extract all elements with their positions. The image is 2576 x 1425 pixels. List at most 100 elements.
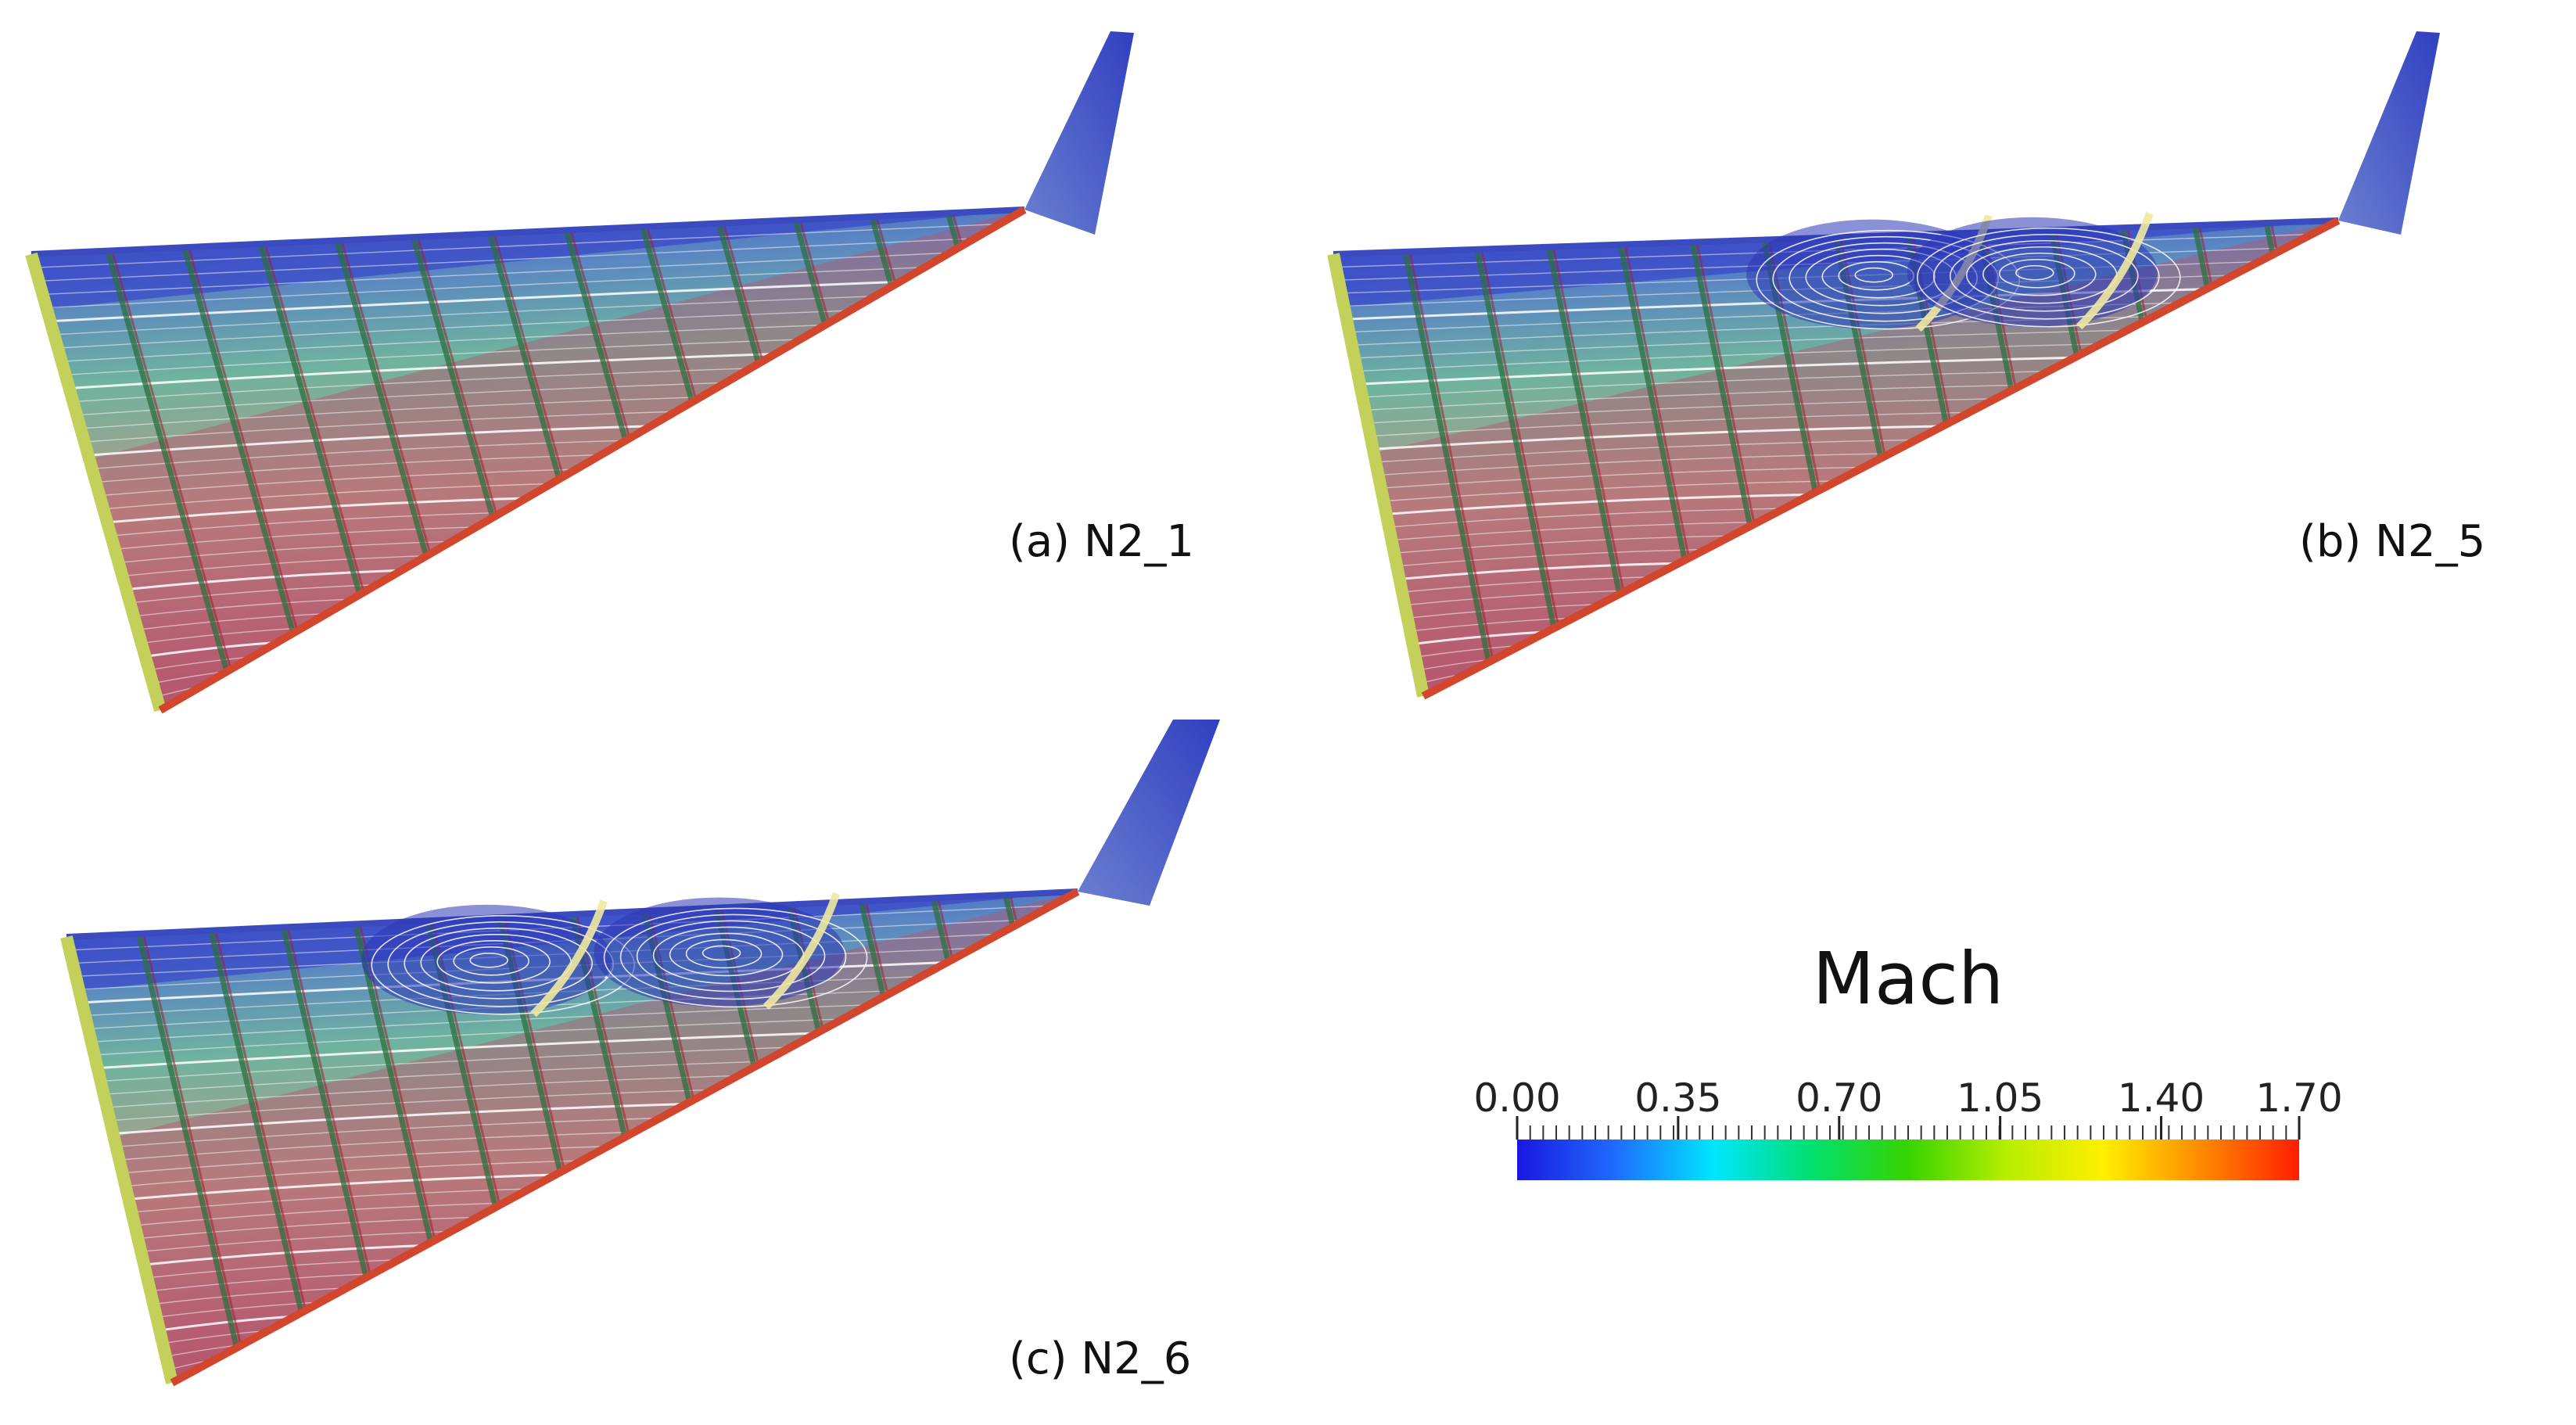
colorbar-legend: Mach 0.00 0.35 0.70 1.05 1.40 1.70 (1455, 915, 2362, 1212)
caption-c: (c) N2_6 (1009, 1333, 1192, 1384)
wing-rib (1617, 244, 1688, 561)
wing-rib (2263, 222, 2276, 256)
wing-rib-shadow (722, 223, 765, 364)
wing-rib (716, 222, 762, 364)
streamline (109, 1089, 712, 1122)
wing-rib-shadow (569, 229, 632, 441)
leading-edge (66, 888, 1078, 940)
wing-rib-shadow (142, 933, 243, 1348)
leading-edge (30, 206, 1025, 257)
winglet (1078, 720, 1220, 906)
wing-rib-shadow (1480, 249, 1560, 629)
streamline (73, 368, 751, 403)
streamline (50, 280, 900, 323)
shock-line (530, 899, 608, 1018)
trailing-edge (1421, 217, 2341, 700)
wing-rib (280, 926, 369, 1279)
streamline (103, 1061, 765, 1095)
streamline (122, 1146, 608, 1174)
wing-rib (135, 933, 240, 1348)
vortex-streamline (603, 907, 868, 1008)
wing-rib (640, 225, 695, 404)
streamline (114, 526, 477, 550)
streamline (153, 1287, 347, 1305)
wing-rib (858, 900, 887, 998)
wing-rib (792, 219, 828, 326)
wing-rib-shadow (2197, 224, 2214, 289)
root-edge (1327, 253, 1430, 698)
wing-rib (1545, 246, 1623, 595)
streamline (77, 382, 726, 416)
wing-rib-shadow (493, 233, 565, 480)
root-edge (60, 935, 178, 1384)
winglet (2338, 31, 2440, 235)
colorbar-tick-label: 1.70 (2255, 1075, 2342, 1121)
caption-b: (b) N2_5 (2299, 516, 2486, 567)
vortex-streamline (1998, 258, 2076, 289)
wing-rib-shadow (286, 927, 372, 1278)
streamline (141, 1230, 451, 1253)
wing-visualization-a (25, 31, 1134, 714)
vortex-streamline (636, 920, 826, 992)
streamline (1388, 508, 1785, 528)
streamline (94, 1018, 843, 1056)
wing-rib (1474, 249, 1557, 629)
wing-rib-shadow (1623, 244, 1691, 561)
colorbar-tick-label: 0.00 (1473, 1075, 1560, 1121)
streamline (131, 1188, 530, 1213)
wing-rib (105, 249, 230, 673)
streamline (1383, 480, 1838, 502)
streamline (1380, 466, 1864, 489)
streamline (133, 598, 353, 617)
shock-line (2076, 212, 2154, 330)
vortex-streamline (2015, 264, 2054, 281)
streamline (54, 295, 875, 336)
streamline (95, 454, 601, 483)
panel-c (0, 704, 1267, 1425)
streamline (135, 1202, 504, 1226)
streamline (1397, 548, 1706, 567)
wing-rib (1689, 241, 1753, 527)
colorbar-svg: 0.00 0.35 0.70 1.05 1.40 1.70 (1473, 1075, 2343, 1180)
supersonic-region (89, 210, 1024, 710)
wing-rib-shadow (187, 246, 300, 634)
wing-visualization-b (1327, 31, 2440, 700)
separation-bubble (594, 897, 845, 1007)
streamline (106, 497, 527, 524)
vortex-streamline (1982, 252, 2097, 296)
streamline (99, 468, 576, 497)
wing-rib-shadow (798, 219, 831, 326)
vortex-streamline (469, 952, 509, 968)
trailing-edge (158, 206, 1027, 714)
separation-bubble (361, 904, 612, 1014)
wing-rib (1003, 894, 1016, 928)
supersonic-region (113, 892, 1078, 1383)
streamline (159, 1315, 295, 1332)
colorbar-title: Mach (1812, 937, 2004, 1021)
winglet (1024, 31, 1134, 235)
streamline (138, 1216, 478, 1240)
wing-rib-shadow (936, 897, 955, 963)
streamline (69, 352, 776, 389)
streamline (125, 1160, 582, 1187)
vortex-streamline (1916, 227, 2181, 328)
wing-rib-shadow (340, 240, 432, 557)
streamline (126, 569, 402, 591)
streamline (1415, 644, 1521, 658)
wing-rib-shadow (1552, 246, 1626, 595)
panel-a (0, 0, 1267, 735)
streamline (106, 1075, 739, 1108)
vortex-streamline (669, 932, 784, 977)
wing-rib (353, 923, 434, 1244)
wing-rib (1402, 251, 1492, 663)
wing-rib (411, 236, 496, 519)
root-edge (25, 252, 167, 712)
colorbar-gradient (1517, 1140, 2299, 1180)
panel-b (1298, 0, 2576, 735)
streamline (1405, 590, 1627, 606)
wing-rib (334, 239, 429, 558)
streamline (145, 641, 278, 658)
streamline (34, 223, 1000, 268)
streamline (1362, 371, 2049, 398)
separation-bubble (1907, 217, 2158, 327)
